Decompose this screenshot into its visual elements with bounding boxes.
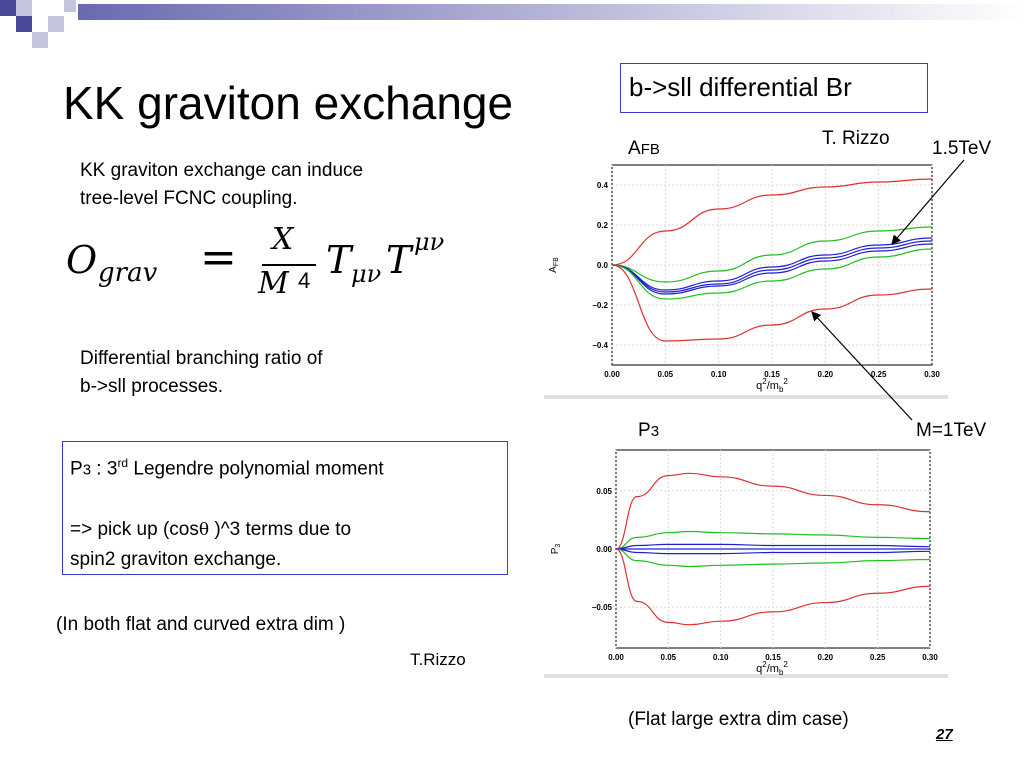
theta-symbol: θ xyxy=(198,520,210,541)
series-line-blue xyxy=(611,237,933,291)
afb-x-axis-label: q2/mb2 xyxy=(756,377,788,394)
series-line-blue xyxy=(615,543,931,550)
series-line-green xyxy=(611,248,933,300)
deco-square xyxy=(64,0,76,12)
afb-y-axis-label: AFB xyxy=(548,257,560,273)
series-line-green xyxy=(615,530,931,550)
p3-line: P3 : 3rd Legendre polynomial moment xyxy=(70,448,507,485)
x-tick-label: 0.25 xyxy=(871,370,887,379)
flat-case-note: (Flat large extra dim case) xyxy=(628,709,849,730)
p3-p: P xyxy=(70,458,83,480)
equation: O grav = X M 4 T μν T μν xyxy=(66,222,496,308)
x-tick-label: 0.20 xyxy=(818,653,834,662)
eq-tensor1: T xyxy=(326,238,352,282)
x-tick-label: 0.25 xyxy=(870,653,886,662)
p3-label-main: P xyxy=(638,420,651,441)
eq-lhs-sub: grav xyxy=(98,258,158,288)
series-line-blue xyxy=(615,548,931,555)
x-tick-label: 0.00 xyxy=(608,653,624,662)
series-line-red xyxy=(611,178,933,266)
x-tick-label: 0.10 xyxy=(711,370,727,379)
y-tick-label: 0.00 xyxy=(596,545,612,554)
y-tick-label: 0.0 xyxy=(597,261,609,270)
series-line-green xyxy=(615,548,931,568)
eq-tensor2: T xyxy=(386,238,412,282)
p3-line3: spin2 graviton exchange. xyxy=(70,549,282,571)
p3-colon: : 3 xyxy=(91,458,118,480)
eq-fraction-bar xyxy=(262,264,316,266)
eq-denominator-power: 4 xyxy=(298,268,311,293)
eq-lhs: O xyxy=(66,238,98,282)
series-line-red xyxy=(615,548,931,626)
header-rule xyxy=(78,4,1024,20)
intro-text: KK graviton exchange can induce tree-lev… xyxy=(80,157,363,213)
x-tick-label: 0.05 xyxy=(661,653,677,662)
diff-br-box: b->sll differential Br xyxy=(620,63,928,113)
x-tick-label: 0.05 xyxy=(658,370,674,379)
m1tev-label: M=1TeV xyxy=(916,420,987,441)
y-tick-label: 0.05 xyxy=(596,487,612,496)
x-tick-label: 0.00 xyxy=(604,370,620,379)
x-tick-label: 0.20 xyxy=(818,370,834,379)
p3-label: P3 xyxy=(638,420,659,442)
deco-square xyxy=(0,0,16,16)
y-tick-label: −0.2 xyxy=(592,301,608,310)
afb-sub: FB xyxy=(640,141,660,158)
page-title: KK graviton exchange xyxy=(63,77,514,129)
x-tick-label: 0.30 xyxy=(922,653,938,662)
p3-sup: rd xyxy=(117,456,129,470)
y-tick-label: −0.4 xyxy=(592,341,608,350)
deco-square xyxy=(16,0,32,16)
series-line-blue xyxy=(611,243,933,295)
flat-curved-note: (In both flat and curved extra dim ) xyxy=(56,614,346,635)
p3-line2: => pick up (cos xyxy=(70,519,199,541)
tev15-label: 1.5TeV xyxy=(932,138,992,159)
series-line-green xyxy=(611,226,933,283)
intro-line: tree-level FCNC coupling. xyxy=(80,188,298,209)
y-tick-label: −0.05 xyxy=(592,603,613,612)
p3-line: => pick up (cosθ )^3 terms due to xyxy=(70,515,507,545)
deco-square xyxy=(32,32,48,48)
credit-bottom: T.Rizzo xyxy=(410,650,466,669)
y-tick-label: 0.4 xyxy=(597,181,609,190)
afb-chart-baseline xyxy=(544,395,948,399)
slide-number: 27 xyxy=(936,726,953,743)
afb-chart: 0.00 0.05 0.10 0.15 0.20 0.25 0.30 0.4 0.2 0.0 −0… xyxy=(544,164,948,399)
x-tick-label: 0.30 xyxy=(924,370,940,379)
p3-sub: 3 xyxy=(82,461,92,479)
diff-line: Differential branching ratio of xyxy=(80,348,323,369)
credit-top: T. Rizzo xyxy=(822,128,890,149)
p3-label-sub: 3 xyxy=(650,423,660,440)
deco-square xyxy=(48,16,64,32)
eq-tensor2-sup: μν xyxy=(414,228,445,256)
x-tick-label: 0.10 xyxy=(713,653,729,662)
series-line-red xyxy=(615,472,931,550)
eq-equals: = xyxy=(200,232,237,283)
intro-line: KK graviton exchange can induce xyxy=(80,160,364,181)
eq-numerator: X xyxy=(272,222,294,257)
p3-chart: 0.00 0.05 0.10 0.15 0.20 0.25 0.30 0.05 0.00 −0.… xyxy=(544,449,948,678)
eq-denominator: M xyxy=(258,266,289,301)
afb-label: AFB xyxy=(628,138,660,160)
p3-y-axis-label: P3 xyxy=(550,544,562,555)
x-tick-label: 0.15 xyxy=(764,370,780,379)
y-tick-label: 0.2 xyxy=(597,221,609,230)
afb-main: A xyxy=(628,138,641,159)
p3-chart-baseline xyxy=(544,674,948,678)
diff-line: b->sll processes. xyxy=(80,376,224,397)
eq-tensor1-sub: μν xyxy=(351,260,382,288)
x-tick-label: 0.15 xyxy=(765,653,781,662)
p3-rest: Legendre polynomial moment xyxy=(128,458,384,480)
series-line-blue xyxy=(611,240,933,293)
diff-text: Differential branching ratio of b->sll p… xyxy=(80,345,323,401)
series-line-red xyxy=(611,264,933,342)
p3-line2-end: )^3 terms due to xyxy=(209,519,352,541)
deco-square xyxy=(16,16,32,32)
p3-description-box: P3 : 3rd Legendre polynomial moment => p… xyxy=(62,441,508,575)
